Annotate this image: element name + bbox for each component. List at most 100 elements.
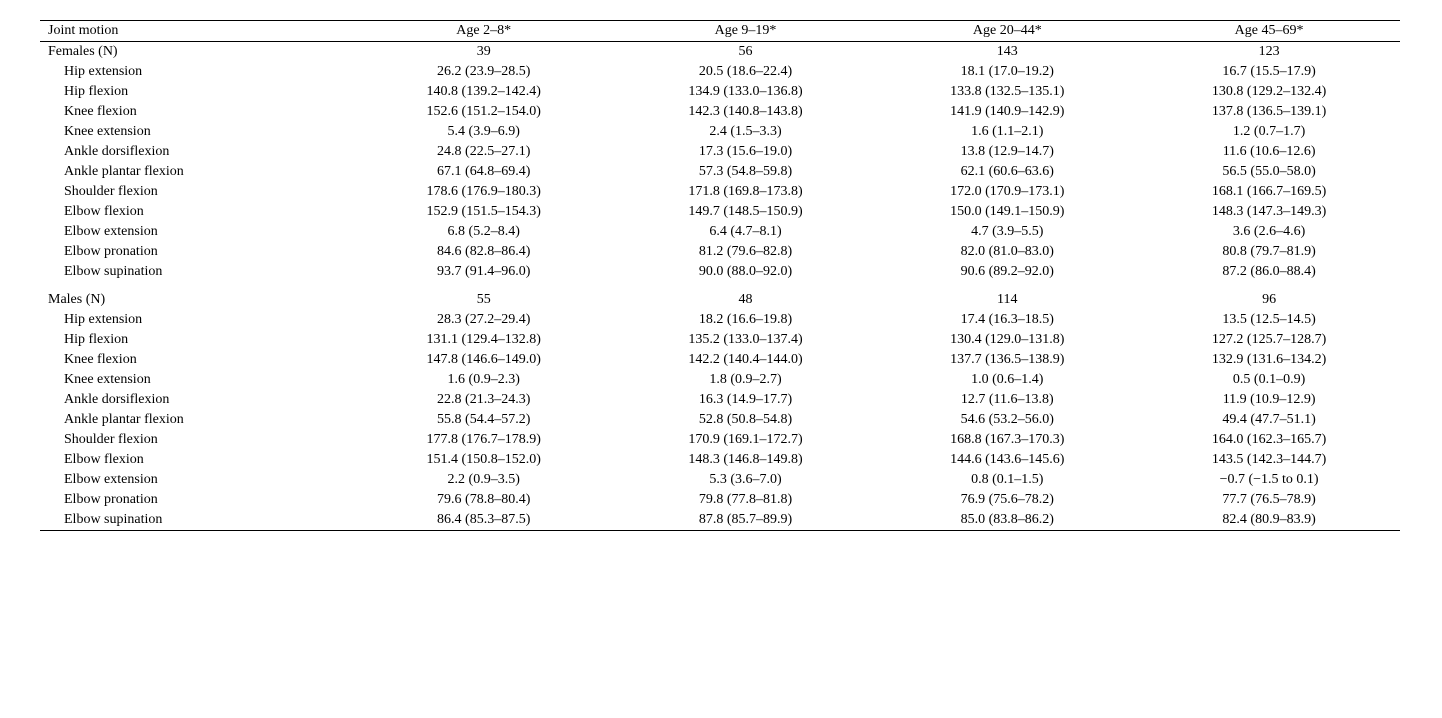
cell-value: 13.5 (12.5–14.5) bbox=[1138, 310, 1400, 330]
row-label: Elbow supination bbox=[40, 262, 353, 282]
cell-value: 151.4 (150.8–152.0) bbox=[353, 450, 615, 470]
section-n: 96 bbox=[1138, 282, 1400, 310]
section-label: Females (N) bbox=[40, 42, 353, 63]
cell-value: 87.2 (86.0–88.4) bbox=[1138, 262, 1400, 282]
cell-value: 11.9 (10.9–12.9) bbox=[1138, 390, 1400, 410]
cell-value: 85.0 (83.8–86.2) bbox=[876, 510, 1138, 531]
cell-value: 2.4 (1.5–3.3) bbox=[615, 122, 877, 142]
table-row: Shoulder flexion178.6 (176.9–180.3)171.8… bbox=[40, 182, 1400, 202]
cell-value: 137.7 (136.5–138.9) bbox=[876, 350, 1138, 370]
cell-value: 13.8 (12.9–14.7) bbox=[876, 142, 1138, 162]
cell-value: 152.6 (151.2–154.0) bbox=[353, 102, 615, 122]
cell-value: 79.6 (78.8–80.4) bbox=[353, 490, 615, 510]
cell-value: 172.0 (170.9–173.1) bbox=[876, 182, 1138, 202]
table-row: Elbow extension2.2 (0.9–3.5)5.3 (3.6–7.0… bbox=[40, 470, 1400, 490]
cell-value: 55.8 (54.4–57.2) bbox=[353, 410, 615, 430]
cell-value: 82.4 (80.9–83.9) bbox=[1138, 510, 1400, 531]
row-label: Knee extension bbox=[40, 370, 353, 390]
table-row: Ankle dorsiflexion22.8 (21.3–24.3)16.3 (… bbox=[40, 390, 1400, 410]
cell-value: 56.5 (55.0–58.0) bbox=[1138, 162, 1400, 182]
cell-value: 168.8 (167.3–170.3) bbox=[876, 430, 1138, 450]
section-row: Females (N)3956143123 bbox=[40, 42, 1400, 63]
cell-value: 177.8 (176.7–178.9) bbox=[353, 430, 615, 450]
row-label: Ankle plantar flexion bbox=[40, 410, 353, 430]
table-body: Females (N)3956143123Hip extension26.2 (… bbox=[40, 42, 1400, 531]
table-header-row: Joint motion Age 2–8* Age 9–19* Age 20–4… bbox=[40, 21, 1400, 42]
cell-value: 2.2 (0.9–3.5) bbox=[353, 470, 615, 490]
cell-value: 20.5 (18.6–22.4) bbox=[615, 62, 877, 82]
section-row: Males (N)554811496 bbox=[40, 282, 1400, 310]
cell-value: 0.5 (0.1–0.9) bbox=[1138, 370, 1400, 390]
cell-value: 54.6 (53.2–56.0) bbox=[876, 410, 1138, 430]
cell-value: 86.4 (85.3–87.5) bbox=[353, 510, 615, 531]
row-label: Hip flexion bbox=[40, 82, 353, 102]
cell-value: 3.6 (2.6–4.6) bbox=[1138, 222, 1400, 242]
table-row: Hip extension28.3 (27.2–29.4)18.2 (16.6–… bbox=[40, 310, 1400, 330]
cell-value: 6.8 (5.2–8.4) bbox=[353, 222, 615, 242]
cell-value: 26.2 (23.9–28.5) bbox=[353, 62, 615, 82]
cell-value: 52.8 (50.8–54.8) bbox=[615, 410, 877, 430]
section-n: 48 bbox=[615, 282, 877, 310]
cell-value: 131.1 (129.4–132.8) bbox=[353, 330, 615, 350]
table-row: Knee flexion152.6 (151.2–154.0)142.3 (14… bbox=[40, 102, 1400, 122]
cell-value: 1.6 (1.1–2.1) bbox=[876, 122, 1138, 142]
cell-value: 18.1 (17.0–19.2) bbox=[876, 62, 1138, 82]
cell-value: 93.7 (91.4–96.0) bbox=[353, 262, 615, 282]
table-row: Knee extension5.4 (3.9–6.9)2.4 (1.5–3.3)… bbox=[40, 122, 1400, 142]
row-label: Knee extension bbox=[40, 122, 353, 142]
cell-value: 142.2 (140.4–144.0) bbox=[615, 350, 877, 370]
cell-value: 140.8 (139.2–142.4) bbox=[353, 82, 615, 102]
cell-value: 127.2 (125.7–128.7) bbox=[1138, 330, 1400, 350]
row-label: Elbow flexion bbox=[40, 202, 353, 222]
cell-value: 4.7 (3.9–5.5) bbox=[876, 222, 1138, 242]
cell-value: 6.4 (4.7–8.1) bbox=[615, 222, 877, 242]
cell-value: 171.8 (169.8–173.8) bbox=[615, 182, 877, 202]
cell-value: 90.6 (89.2–92.0) bbox=[876, 262, 1138, 282]
row-label: Elbow supination bbox=[40, 510, 353, 531]
cell-value: 62.1 (60.6–63.6) bbox=[876, 162, 1138, 182]
cell-value: 5.4 (3.9–6.9) bbox=[353, 122, 615, 142]
table-row: Elbow pronation84.6 (82.8–86.4)81.2 (79.… bbox=[40, 242, 1400, 262]
col-header-age-2: Age 20–44* bbox=[876, 21, 1138, 42]
cell-value: 90.0 (88.0–92.0) bbox=[615, 262, 877, 282]
section-n: 123 bbox=[1138, 42, 1400, 63]
table-row: Ankle plantar flexion55.8 (54.4–57.2)52.… bbox=[40, 410, 1400, 430]
table-row: Hip flexion140.8 (139.2–142.4)134.9 (133… bbox=[40, 82, 1400, 102]
row-label: Knee flexion bbox=[40, 102, 353, 122]
cell-value: 147.8 (146.6–149.0) bbox=[353, 350, 615, 370]
cell-value: 1.2 (0.7–1.7) bbox=[1138, 122, 1400, 142]
cell-value: 148.3 (147.3–149.3) bbox=[1138, 202, 1400, 222]
cell-value: 76.9 (75.6–78.2) bbox=[876, 490, 1138, 510]
col-header-joint-motion: Joint motion bbox=[40, 21, 353, 42]
row-label: Ankle dorsiflexion bbox=[40, 142, 353, 162]
cell-value: 82.0 (81.0–83.0) bbox=[876, 242, 1138, 262]
table-row: Hip extension26.2 (23.9–28.5)20.5 (18.6–… bbox=[40, 62, 1400, 82]
section-n: 114 bbox=[876, 282, 1138, 310]
row-label: Ankle plantar flexion bbox=[40, 162, 353, 182]
section-n: 39 bbox=[353, 42, 615, 63]
table-row: Ankle dorsiflexion24.8 (22.5–27.1)17.3 (… bbox=[40, 142, 1400, 162]
col-header-age-3: Age 45–69* bbox=[1138, 21, 1400, 42]
section-n: 56 bbox=[615, 42, 877, 63]
cell-value: 5.3 (3.6–7.0) bbox=[615, 470, 877, 490]
table-row: Ankle plantar flexion67.1 (64.8–69.4)57.… bbox=[40, 162, 1400, 182]
section-label: Males (N) bbox=[40, 282, 353, 310]
row-label: Shoulder flexion bbox=[40, 182, 353, 202]
cell-value: 16.3 (14.9–17.7) bbox=[615, 390, 877, 410]
cell-value: 17.4 (16.3–18.5) bbox=[876, 310, 1138, 330]
cell-value: 79.8 (77.8–81.8) bbox=[615, 490, 877, 510]
cell-value: 134.9 (133.0–136.8) bbox=[615, 82, 877, 102]
row-label: Knee flexion bbox=[40, 350, 353, 370]
cell-value: 81.2 (79.6–82.8) bbox=[615, 242, 877, 262]
table-row: Hip flexion131.1 (129.4–132.8)135.2 (133… bbox=[40, 330, 1400, 350]
row-label: Hip extension bbox=[40, 310, 353, 330]
cell-value: 1.0 (0.6–1.4) bbox=[876, 370, 1138, 390]
table-row: Elbow supination86.4 (85.3–87.5)87.8 (85… bbox=[40, 510, 1400, 531]
row-label: Elbow pronation bbox=[40, 490, 353, 510]
cell-value: 141.9 (140.9–142.9) bbox=[876, 102, 1138, 122]
cell-value: −0.7 (−1.5 to 0.1) bbox=[1138, 470, 1400, 490]
row-label: Ankle dorsiflexion bbox=[40, 390, 353, 410]
cell-value: 1.8 (0.9–2.7) bbox=[615, 370, 877, 390]
cell-value: 16.7 (15.5–17.9) bbox=[1138, 62, 1400, 82]
cell-value: 164.0 (162.3–165.7) bbox=[1138, 430, 1400, 450]
